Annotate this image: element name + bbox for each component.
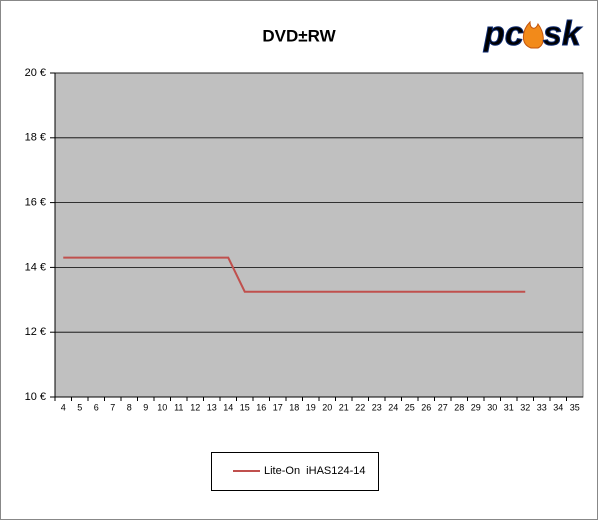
x-tick-label: 13 bbox=[207, 402, 217, 412]
x-tick-label: 8 bbox=[127, 402, 132, 412]
x-tick-label: 32 bbox=[520, 402, 530, 412]
x-tick-label: 15 bbox=[240, 402, 250, 412]
y-tick-label: 14 € bbox=[25, 261, 46, 273]
x-tick-label: 20 bbox=[322, 402, 332, 412]
x-tick-label: 10 bbox=[157, 402, 167, 412]
y-tick-label: 16 € bbox=[25, 197, 46, 209]
x-tick-label: 22 bbox=[355, 402, 365, 412]
series-line bbox=[63, 256, 526, 293]
x-tick-label: 23 bbox=[372, 402, 382, 412]
x-tick-label: 30 bbox=[487, 402, 497, 412]
logo-text: sk bbox=[543, 15, 583, 53]
y-tick-label: 20 € bbox=[25, 67, 46, 79]
x-tick-label: 11 bbox=[174, 402, 183, 412]
x-tick-label: 18 bbox=[289, 402, 299, 412]
x-tick-label: 19 bbox=[306, 402, 316, 412]
x-tick-label: 5 bbox=[77, 402, 82, 412]
x-tick-label: 24 bbox=[388, 402, 398, 412]
legend-label: Lite-On iHAS124-14 bbox=[264, 465, 366, 477]
x-tick-label: 16 bbox=[256, 402, 266, 412]
y-tick-label: 12 € bbox=[25, 326, 46, 338]
x-tick-label: 35 bbox=[570, 402, 580, 412]
x-tick-label: 6 bbox=[94, 402, 99, 412]
x-tick-label: 7 bbox=[110, 402, 115, 412]
x-tick-label: 33 bbox=[537, 402, 547, 412]
plot-area bbox=[54, 72, 584, 398]
x-tick-label: 27 bbox=[438, 402, 448, 412]
x-tick-label: 28 bbox=[454, 402, 464, 412]
x-tick-label: 26 bbox=[421, 402, 431, 412]
x-tick-label: 17 bbox=[273, 402, 283, 412]
x-tick-label: 34 bbox=[553, 402, 563, 412]
y-tick-label: 18 € bbox=[25, 132, 46, 144]
chart-title: DVD±RW bbox=[262, 26, 336, 45]
x-tick-label: 29 bbox=[471, 402, 481, 412]
x-tick-label: 21 bbox=[339, 402, 349, 412]
x-tick-label: 14 bbox=[223, 402, 233, 412]
x-tick-label: 25 bbox=[405, 402, 415, 412]
x-tick-label: 12 bbox=[190, 402, 200, 412]
logo-text: pc bbox=[483, 15, 524, 53]
logo-flame bbox=[522, 20, 544, 49]
x-tick-label: 31 bbox=[504, 402, 514, 412]
x-tick-label: 9 bbox=[143, 402, 148, 412]
logo: pc sk bbox=[483, 14, 584, 53]
x-tick-label: 4 bbox=[61, 402, 66, 412]
y-tick-label: 10 € bbox=[25, 391, 46, 403]
